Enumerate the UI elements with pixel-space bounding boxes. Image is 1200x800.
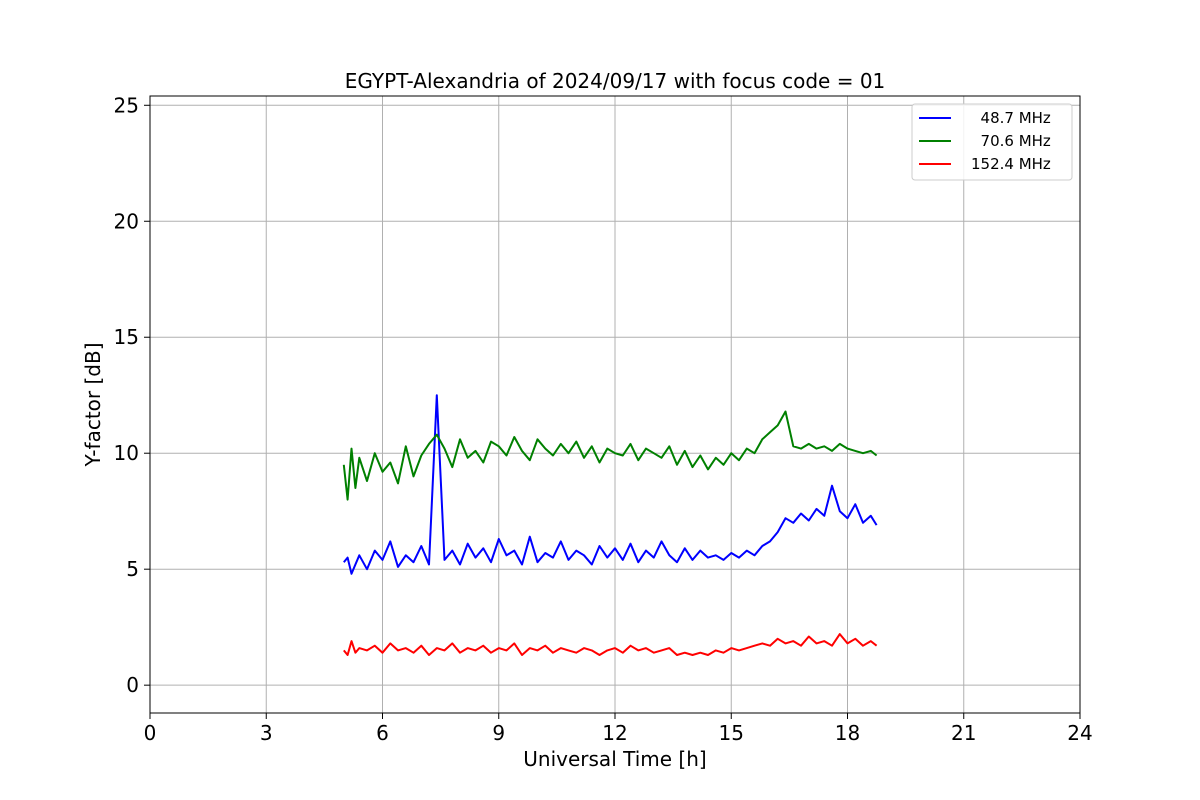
y-axis-label: Y-factor [dB] [81, 342, 105, 467]
legend-label: 70.6 MHz [971, 132, 1051, 150]
plot-series [342, 394, 878, 656]
x-tick-label: 3 [260, 721, 273, 745]
x-tick-label: 9 [492, 721, 505, 745]
x-tick-label: 21 [951, 721, 976, 745]
y-tick-label: 20 [114, 209, 139, 233]
chart-title: EGYPT-Alexandria of 2024/09/17 with focu… [345, 69, 886, 93]
y-tick-label: 10 [114, 441, 139, 465]
legend-box [911, 103, 1073, 181]
series-line-1 [342, 410, 878, 501]
legend-label: 152.4 MHz [971, 155, 1051, 173]
legend-label: 48.7 MHz [971, 109, 1051, 127]
y-tick-label: 15 [114, 325, 139, 349]
x-tick-label: 12 [602, 721, 627, 745]
x-tick-label: 6 [376, 721, 389, 745]
axis-ticks: 0 3 6 9 12 15 18 21 24 0 5 10 15 20 25 [114, 93, 1093, 745]
series-line-2 [343, 633, 878, 656]
y-tick-label: 0 [126, 673, 139, 697]
x-tick-label: 15 [719, 721, 744, 745]
legend: 48.7 MHz 70.6 MHz 152.4 MHz [911, 103, 1073, 181]
x-tick-label: 24 [1067, 721, 1092, 745]
x-axis-label: Universal Time [h] [523, 747, 706, 771]
x-tick-label: 18 [835, 721, 860, 745]
y-tick-label: 5 [126, 557, 139, 581]
x-tick-label: 0 [144, 721, 157, 745]
series-line-0 [343, 394, 878, 575]
y-tick-label: 25 [114, 93, 139, 117]
